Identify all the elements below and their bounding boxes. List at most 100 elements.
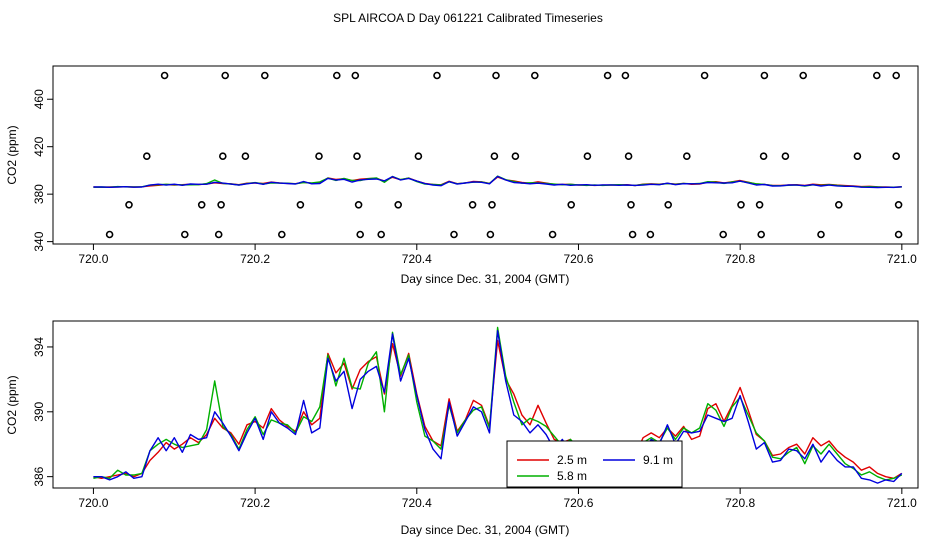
flag-point — [143, 152, 151, 160]
flag-point — [488, 201, 496, 209]
x-tick-label: 720.0 — [78, 252, 108, 266]
flag-point — [241, 152, 250, 160]
bottom-x-axis: 720.0 720.2 720.4 720.6 720.8 721.0 — [78, 488, 917, 510]
y-tick-label: 420 — [32, 136, 46, 156]
flag-point — [664, 201, 673, 209]
legend-box — [506, 440, 683, 488]
flag-point — [433, 71, 441, 80]
flag-point — [468, 201, 477, 209]
flag-point — [486, 230, 495, 239]
flag-point — [627, 201, 635, 209]
flag-point — [757, 230, 766, 239]
bottom-series-lines — [93, 326, 903, 484]
flag-point — [682, 152, 691, 160]
top-y-axis-label: CO2 (ppm) — [5, 125, 19, 184]
flag-point — [377, 230, 386, 239]
flag-point — [603, 71, 612, 80]
flag-point — [332, 71, 341, 80]
x-tick-label: 721.0 — [887, 496, 917, 510]
flag-point — [450, 230, 458, 239]
flag-point — [853, 152, 862, 160]
flag-point — [160, 71, 169, 80]
y-tick-label: 380 — [32, 184, 46, 204]
flag-point — [894, 230, 903, 239]
flag-point — [105, 230, 114, 239]
flag-point — [221, 71, 229, 80]
flag-point — [628, 230, 637, 239]
x-tick-label: 720.8 — [725, 496, 755, 510]
flag-point — [197, 201, 206, 209]
flag-point — [799, 71, 808, 80]
bottom-x-axis-label: Day since Dec. 31, 2004 (GMT) — [401, 523, 570, 537]
x-tick-label: 720.8 — [725, 252, 755, 266]
top-panel: 720.0 720.2 720.4 720.6 720.8 721.0 340 380 420… — [5, 65, 919, 286]
flag-point — [125, 201, 133, 209]
series-line-9-1-m-bottom — [93, 330, 903, 484]
legend-label-5-8m: 5.8 m — [557, 469, 587, 483]
bottom-plot-frame — [52, 320, 919, 489]
flag-point — [315, 152, 323, 160]
top-flag-points — [105, 71, 903, 239]
flag-point — [490, 152, 499, 160]
bottom-panel: 720.0 720.2 720.4 720.6 720.8 721.0 386 390 394… — [5, 320, 919, 537]
flag-point — [737, 201, 745, 209]
flag-point — [700, 71, 709, 80]
x-tick-label: 721.0 — [887, 252, 917, 266]
flag-point — [892, 71, 901, 80]
x-tick-label: 720.0 — [78, 496, 108, 510]
flag-point — [530, 71, 539, 80]
flag-point — [624, 152, 633, 160]
flag-point — [217, 201, 225, 209]
chart-title: SPL AIRCOA D Day 061221 Calibrated Times… — [333, 11, 603, 25]
y-tick-label: 340 — [32, 231, 46, 251]
bottom-y-axis-label: CO2 (ppm) — [5, 375, 19, 434]
flag-point — [394, 201, 403, 209]
y-tick-label: 394 — [32, 337, 46, 357]
top-plot-frame — [52, 65, 919, 245]
top-y-axis: 340 380 420 460 — [32, 89, 53, 252]
x-tick-label: 720.2 — [240, 252, 270, 266]
flag-point — [760, 71, 769, 80]
flag-point — [414, 152, 423, 160]
top-x-axis: 720.0 720.2 720.4 720.6 720.8 721.0 — [78, 244, 917, 266]
flag-point — [548, 230, 557, 239]
bottom-y-axis: 386 390 394 — [32, 337, 53, 487]
x-tick-label: 720.6 — [563, 496, 593, 510]
y-tick-label: 460 — [32, 89, 46, 109]
flag-point — [296, 201, 305, 209]
flag-point — [181, 230, 189, 239]
flag-point — [277, 230, 286, 239]
x-tick-label: 720.2 — [240, 496, 270, 510]
flag-point — [817, 230, 825, 239]
flag-point — [583, 152, 592, 160]
series-line-2-5-m-bottom — [93, 339, 903, 479]
flag-point — [356, 230, 365, 239]
x-tick-label: 720.4 — [402, 252, 432, 266]
flag-point — [892, 152, 901, 160]
x-tick-label: 720.6 — [563, 252, 593, 266]
flag-point — [755, 201, 764, 209]
flag-point — [354, 201, 363, 209]
flag-point — [872, 71, 881, 80]
flag-point — [621, 71, 630, 80]
legend-label-9-1m: 9.1 m — [643, 453, 673, 467]
flag-point — [567, 201, 576, 209]
flag-point — [894, 201, 903, 209]
y-tick-label: 386 — [32, 466, 46, 486]
flag-point — [719, 230, 728, 239]
series-line-5-8-m-bottom — [93, 326, 903, 481]
flag-point — [214, 230, 223, 239]
flag-point — [260, 71, 269, 80]
flag-point — [646, 230, 655, 239]
top-x-axis-label: Day since Dec. 31, 2004 (GMT) — [401, 272, 570, 286]
flag-point — [351, 71, 360, 80]
flag-point — [759, 152, 768, 160]
legend-label-2-5m: 2.5 m — [557, 453, 587, 467]
flag-point — [492, 71, 500, 80]
flag-point — [219, 152, 227, 160]
x-tick-label: 720.4 — [402, 496, 432, 510]
flag-point — [511, 152, 520, 160]
flag-point — [834, 201, 843, 209]
flag-point — [781, 152, 790, 160]
